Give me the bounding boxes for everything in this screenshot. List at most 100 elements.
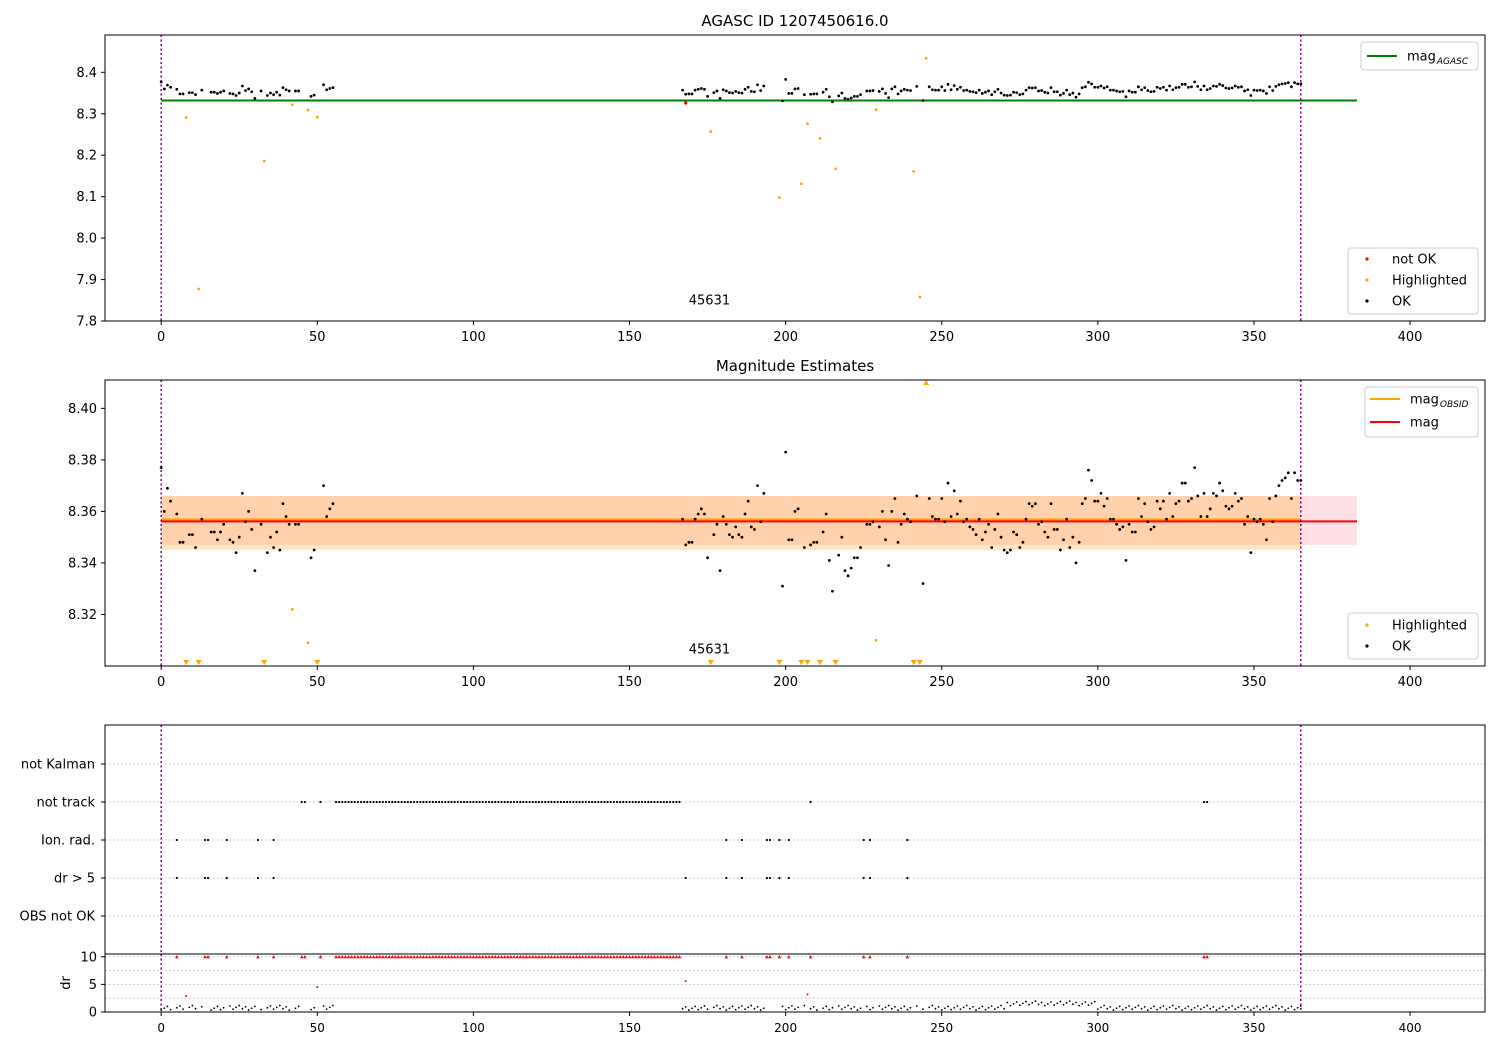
data-point-ok (1124, 558, 1128, 562)
data-point-ok (1274, 494, 1278, 498)
dr-clipped-marker (462, 954, 466, 959)
data-point-ok (1143, 502, 1147, 506)
dr-clipped-marker (452, 954, 457, 959)
data-point-ok (1030, 86, 1034, 90)
data-point-ok (1183, 82, 1187, 86)
data-point-ok (1190, 497, 1193, 500)
dr-clipped-marker (568, 954, 573, 959)
flag-point (650, 800, 653, 804)
data-point-ok (821, 90, 825, 94)
x-tick-label: 400 (1398, 330, 1423, 345)
data-point-ok (859, 546, 862, 549)
dr-clipped-marker (412, 954, 416, 959)
flag-point (272, 876, 275, 880)
dr-point (993, 1008, 996, 1011)
clipped-low-marker (804, 660, 811, 665)
dr-clipped-marker (505, 954, 510, 959)
clipped-low-marker (798, 660, 805, 665)
data-point-ok (974, 533, 978, 536)
data-point-highlighted (290, 607, 294, 611)
legend-label: OK (1392, 295, 1411, 310)
data-point-ok (962, 520, 965, 524)
data-point-ok (1083, 497, 1087, 500)
dr-point (853, 1006, 856, 1008)
flag-point (503, 800, 506, 804)
dr-point (694, 1005, 696, 1008)
error-band (161, 495, 1301, 551)
dr-clipped-marker (555, 954, 560, 959)
legend-dot-swatch (1365, 299, 1369, 303)
data-point-ok (222, 89, 226, 93)
legend-sub-label: AGASC (1436, 57, 1469, 67)
flag-point (369, 800, 372, 804)
dr-clipped-marker (381, 954, 385, 959)
data-point-ok (784, 77, 788, 81)
flag-point (516, 800, 519, 804)
dr-clipped-marker (349, 954, 354, 959)
dr-point (1246, 1006, 1249, 1008)
dr-point (313, 1006, 316, 1009)
data-point-ok (715, 89, 719, 93)
data-point-ok (312, 93, 316, 97)
data-point-ok (1112, 88, 1115, 92)
dr-point (1150, 1007, 1152, 1010)
data-point-ok (718, 97, 722, 100)
dr-point (972, 1006, 974, 1008)
data-point-ok (684, 543, 688, 547)
data-point-ok (802, 93, 806, 97)
dr-clipped-marker (318, 954, 323, 959)
dr-clipped-marker (337, 954, 341, 959)
data-point-ok (743, 87, 747, 91)
data-point-ok (1043, 90, 1047, 94)
data-point-ok (1258, 88, 1262, 92)
data-point-ok (796, 507, 800, 511)
dr-clipped-marker (615, 954, 619, 959)
data-point-ok (1024, 517, 1028, 521)
data-point-ok (269, 535, 272, 539)
flag-point (372, 800, 375, 804)
data-point-ok (1149, 90, 1153, 94)
data-point-ok (737, 91, 741, 95)
dr-point (1112, 1009, 1115, 1011)
data-point-ok (996, 512, 1000, 516)
flag-point (559, 800, 562, 804)
data-point-ok (1261, 522, 1265, 526)
data-point-ok (1009, 548, 1012, 552)
flag-point (519, 800, 522, 804)
flag-point (469, 800, 472, 804)
legend-sub-label: OBSID (1440, 400, 1469, 410)
data-point-ok (787, 538, 791, 542)
data-point-ok (930, 515, 934, 518)
data-point-ok (1261, 89, 1265, 93)
dr-point (872, 1006, 874, 1009)
data-point-ok (175, 512, 179, 516)
data-point-ok (234, 551, 238, 555)
dr-point (909, 1006, 912, 1009)
dr-point (1128, 1005, 1130, 1007)
data-point-ok (1271, 89, 1275, 92)
data-point-ok (1099, 491, 1103, 495)
panel-agasc: AGASC ID 1207450616.0 45631 0 50 100 150 200 25… (76, 12, 1486, 345)
flag-point (206, 876, 210, 880)
data-point-ok (762, 491, 766, 495)
flag-point (675, 800, 678, 804)
data-point-highlighted (912, 169, 916, 173)
data-point-ok (971, 528, 975, 531)
plot-frame (104, 34, 1486, 322)
dr-point (1106, 1007, 1109, 1010)
flag-point (487, 800, 491, 804)
data-point-ok (1058, 548, 1062, 552)
dr-point (1228, 1006, 1230, 1009)
data-point-ok (787, 92, 791, 95)
data-point-ok (287, 522, 291, 526)
legend-dot-swatch (1365, 644, 1369, 648)
data-point-ok (1202, 491, 1206, 495)
dr-clipped-marker (665, 954, 669, 959)
data-point-ok (1208, 507, 1212, 511)
clipped-low-marker (832, 660, 839, 665)
dr-point (1056, 1002, 1059, 1005)
data-point-ok (1137, 85, 1140, 89)
data-point-ok (194, 93, 197, 97)
data-point-ok (1037, 522, 1040, 526)
data-point-ok (1274, 84, 1278, 88)
